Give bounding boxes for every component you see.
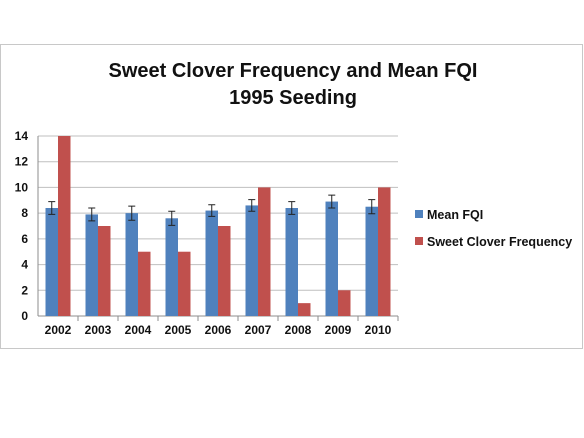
error-bar	[168, 210, 176, 226]
error-bar	[328, 194, 336, 209]
bar-sweet-clover-frequency	[298, 303, 311, 316]
bar-sweet-clover-frequency	[138, 251, 151, 316]
error-bar	[248, 199, 256, 212]
chart-svg: Sweet Clover Frequency and Mean FQI 1995…	[15, 60, 573, 337]
bars	[45, 136, 391, 316]
legend: Mean FQI Sweet Clover Frequency	[415, 208, 572, 249]
x-tick-label: 2002	[45, 323, 72, 337]
bar-mean-fqi	[165, 218, 178, 316]
legend-label-mean-fqi: Mean FQI	[427, 208, 483, 222]
y-tick-label: 14	[15, 129, 29, 143]
x-tick-label: 2004	[125, 323, 152, 337]
bar-sweet-clover-frequency	[378, 187, 391, 316]
y-tick-label: 2	[21, 283, 28, 297]
error-bar	[88, 207, 96, 222]
y-tick-label: 12	[15, 155, 29, 169]
x-tick-label: 2005	[165, 323, 192, 337]
chart-frame: Sweet Clover Frequency and Mean FQI 1995…	[0, 44, 583, 349]
chart-subtitle: 1995 Seeding	[229, 87, 357, 109]
x-tick-label: 2007	[245, 323, 272, 337]
bar-sweet-clover-frequency	[98, 226, 111, 316]
bar-mean-fqi	[325, 201, 338, 316]
bar-sweet-clover-frequency	[258, 187, 271, 316]
x-tick-label: 2010	[365, 323, 392, 337]
tick-labels: 0 2 4 6 8 10 12 14 2002 2003 2004 2005 2006 2007 2008 2…	[15, 129, 392, 337]
bar-mean-fqi	[205, 210, 218, 316]
legend-label-sweet-clover-frequency: Sweet Clover Frequency	[427, 235, 572, 249]
bar-mean-fqi	[245, 205, 258, 316]
y-tick-label: 4	[21, 258, 28, 272]
y-tick-label: 6	[21, 232, 28, 246]
x-tick-label: 2006	[205, 323, 232, 337]
bar-sweet-clover-frequency	[338, 290, 351, 316]
legend-swatch-mean-fqi	[415, 210, 423, 218]
error-bar	[208, 204, 216, 217]
bar-mean-fqi	[365, 206, 378, 316]
bar-mean-fqi	[85, 214, 98, 316]
y-tick-label: 10	[15, 180, 29, 194]
x-tick-label: 2003	[85, 323, 112, 337]
bar-mean-fqi	[45, 208, 58, 316]
chart-title: Sweet Clover Frequency and Mean FQI	[109, 60, 478, 82]
x-tick-label: 2009	[325, 323, 352, 337]
error-bar	[48, 201, 56, 215]
y-tick-label: 8	[21, 206, 28, 220]
x-tick-label: 2008	[285, 323, 312, 337]
bar-mean-fqi	[285, 208, 298, 316]
error-bar	[288, 201, 296, 215]
error-bar	[128, 205, 136, 221]
y-tick-label: 0	[21, 309, 28, 323]
error-bar	[368, 199, 376, 215]
legend-swatch-sweet-clover-frequency	[415, 237, 423, 245]
bar-sweet-clover-frequency	[218, 226, 231, 316]
bar-sweet-clover-frequency	[58, 136, 71, 316]
bar-sweet-clover-frequency	[178, 251, 191, 316]
bar-mean-fqi	[125, 213, 138, 316]
